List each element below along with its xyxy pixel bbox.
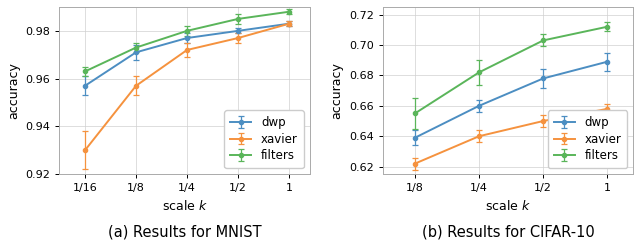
Text: (b) Results for CIFAR-10: (b) Results for CIFAR-10 xyxy=(422,225,595,240)
Y-axis label: accuracy: accuracy xyxy=(330,62,344,119)
X-axis label: scale $k$: scale $k$ xyxy=(161,199,207,213)
Legend: dwp, xavier, filters: dwp, xavier, filters xyxy=(224,110,304,168)
Legend: dwp, xavier, filters: dwp, xavier, filters xyxy=(548,110,627,168)
Text: (a) Results for MNIST: (a) Results for MNIST xyxy=(108,225,261,240)
Y-axis label: accuracy: accuracy xyxy=(7,62,20,119)
X-axis label: scale $k$: scale $k$ xyxy=(485,199,531,213)
